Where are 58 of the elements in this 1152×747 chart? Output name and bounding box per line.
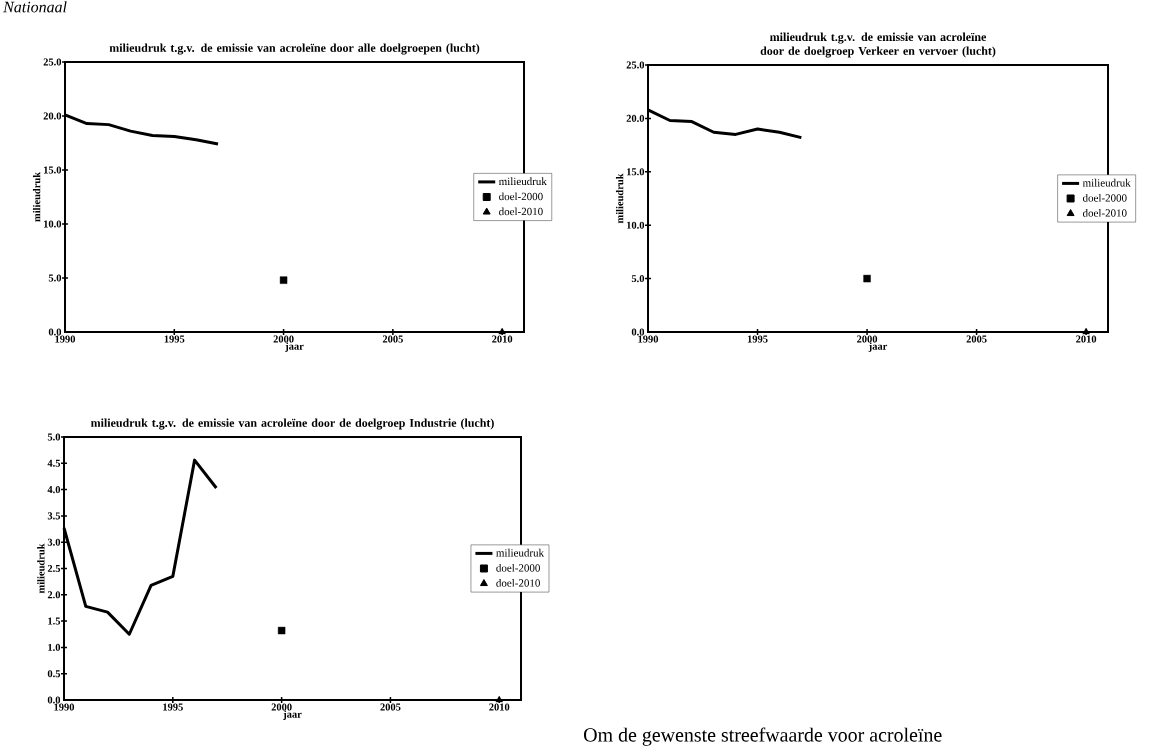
legend-label: doel-2000 xyxy=(496,563,540,572)
legend-label: doel-2000 xyxy=(499,192,543,201)
chart-title: milieudruk t.g.v. de emissie van acroleïne door de doelgroep Verkeer en vervoer (lucht) xyxy=(760,32,996,58)
legend-label: doel-2010 xyxy=(499,207,543,216)
y-tick-label: 15.0 xyxy=(44,166,62,174)
x-tick-label: 1990 xyxy=(55,335,76,343)
y-tick-label: 2.0 xyxy=(47,591,61,599)
x-tick-label: 2000 xyxy=(857,335,878,343)
y-tick-label: 20.0 xyxy=(626,114,645,122)
y-tick-label: 5.0 xyxy=(48,274,62,282)
x-tick-label: 2005 xyxy=(966,335,987,343)
legend-label: doel-2010 xyxy=(1082,209,1127,217)
x-tick-label: 1990 xyxy=(54,703,75,711)
y-tick-label: 15.0 xyxy=(627,168,645,176)
legend-label: milieudruk xyxy=(1082,178,1131,187)
y-axis-title: milieudruk xyxy=(615,173,624,224)
y-tick-label: 10.0 xyxy=(44,220,62,228)
y-tick-label: 0.5 xyxy=(47,670,61,678)
y-tick-label: 25.0 xyxy=(626,61,645,69)
x-tick-label: 2010 xyxy=(492,335,513,343)
y-tick-label: 1.5 xyxy=(48,617,61,625)
y-tick-label: 5.0 xyxy=(47,433,61,441)
y-tick-label: 1.0 xyxy=(48,643,61,651)
y-tick-label: 5.0 xyxy=(631,275,645,283)
legend-label: milieudruk xyxy=(496,548,545,557)
y-tick-label: 20.0 xyxy=(43,112,62,120)
x-tick-label: 1990 xyxy=(638,335,659,343)
chart-title: milieudruk t.g.v. de emissie van acroleïne door alle doelgroepen (lucht) xyxy=(109,43,480,55)
x-tick-label: 2000 xyxy=(271,703,292,711)
x-axis-title: jaar xyxy=(285,342,304,352)
x-tick-label: 2000 xyxy=(273,335,294,343)
x-tick-label: 2010 xyxy=(1076,335,1097,343)
x-axis-title: jaar xyxy=(868,342,888,352)
x-tick-label: 1995 xyxy=(747,335,768,343)
text: Nationaal xyxy=(3,1,67,13)
x-tick-label: 2010 xyxy=(489,703,510,711)
x-tick-label: 2005 xyxy=(380,703,401,711)
y-tick-label: 0.0 xyxy=(47,696,61,704)
y-tick-label: 2.5 xyxy=(47,564,61,573)
y-tick-label: 4.0 xyxy=(47,486,61,494)
y-tick-label: 25.0 xyxy=(43,58,62,66)
y-tick-label: 4.5 xyxy=(47,459,61,467)
y-axis-title: milieudruk xyxy=(37,543,45,594)
y-tick-label: 0.0 xyxy=(631,328,645,336)
legend-label: doel-2010 xyxy=(496,579,540,587)
text: Om de gewenste streefwaarde voor acroleïne xyxy=(584,727,942,746)
legend-label: doel-2000 xyxy=(1082,193,1127,202)
y-tick-label: 3.5 xyxy=(47,512,61,520)
x-tick-label: 2005 xyxy=(382,335,403,343)
x-tick-label: 1995 xyxy=(163,703,183,711)
x-tick-label: 1995 xyxy=(164,335,185,343)
y-axis-title: milieudruk xyxy=(32,172,41,222)
y-tick-label: 10.0 xyxy=(627,221,645,229)
chart-title: milieudruk t.g.v. de emissie van acroleïne door de doelgroep Industrie (lucht) xyxy=(90,418,494,430)
x-axis-title: jaar xyxy=(283,710,302,720)
legend-label: milieudruk xyxy=(498,177,547,186)
y-tick-label: 3.0 xyxy=(47,538,61,546)
y-tick-label: 0.0 xyxy=(48,328,62,336)
